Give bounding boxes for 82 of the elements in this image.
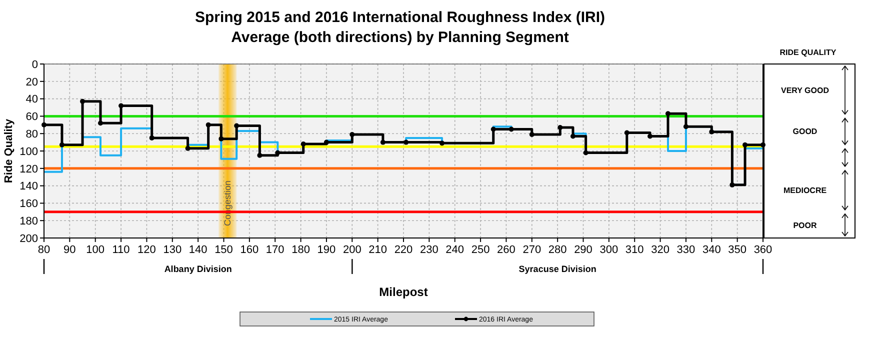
point [529, 132, 534, 137]
y-tick-label: 100 [20, 146, 38, 158]
point [118, 103, 124, 108]
point [440, 140, 445, 146]
x-tick-label: 270 [522, 244, 542, 256]
point [234, 123, 240, 128]
x-tick-label: 110 [112, 244, 130, 256]
x-tick-label: 170 [266, 244, 284, 256]
point [570, 134, 576, 139]
point [648, 134, 653, 139]
x-tick-label: 80 [38, 244, 50, 256]
point [404, 140, 409, 145]
x-tick-label: 90 [64, 244, 76, 256]
text: GOOD [792, 127, 818, 136]
point [508, 126, 514, 132]
x-tick-label: 330 [676, 244, 696, 256]
point [490, 126, 496, 132]
point [149, 135, 154, 140]
x-tick-label: 310 [625, 244, 644, 256]
x-tick-label: 140 [188, 244, 208, 256]
y-tick-label: 120 [20, 163, 38, 176]
point [380, 140, 386, 145]
point [558, 125, 563, 130]
x-tick-label: 300 [600, 244, 618, 256]
y-tick-label: 180 [20, 215, 38, 228]
x-tick-label: 240 [446, 244, 464, 256]
y-tick-label: 20 [26, 76, 38, 88]
chart-subtitle: Average (both directions) by Planning Segment [231, 29, 569, 46]
point [206, 122, 211, 128]
y-tick-label: 40 [26, 94, 38, 106]
text: Syracuse Division [518, 264, 596, 274]
point [742, 142, 748, 148]
x-tick-label: 160 [240, 244, 259, 256]
x-tick-label: 180 [292, 244, 310, 256]
x-tick-label: 190 [317, 244, 336, 256]
band-label: Congestion [222, 180, 233, 226]
point [665, 111, 670, 116]
point [583, 150, 588, 156]
point [257, 152, 262, 158]
x-tick-label: 150 [214, 244, 233, 256]
y-tick-label: 80 [26, 128, 38, 140]
text: POOR [793, 220, 817, 230]
x-tick-label: 120 [138, 244, 156, 256]
text: RIDE QUALITY [780, 48, 837, 57]
point [624, 130, 630, 136]
point [80, 98, 86, 104]
chart-title: Spring 2015 and 2016 International Roughness Index (IRI) [194, 9, 606, 26]
x-tick-label: 200 [342, 244, 362, 256]
point [218, 136, 224, 142]
x-axis-title: Milepost [379, 285, 428, 299]
point [300, 142, 306, 147]
point [324, 140, 329, 145]
text: VERY GOOD [780, 86, 830, 95]
text: MEDIOCRE [783, 186, 828, 195]
text: Albany Division [164, 264, 232, 274]
x-tick-label: 130 [163, 244, 182, 256]
point [98, 120, 103, 126]
x-tick-label: 230 [420, 244, 438, 256]
x-tick-label: 320 [651, 244, 670, 256]
x-tick-label: 290 [574, 244, 592, 256]
x-tick-label: 360 [754, 244, 772, 256]
point [709, 129, 714, 134]
x-tick-label: 260 [497, 244, 516, 256]
point [185, 146, 190, 151]
x-tick-label: 280 [548, 244, 567, 256]
point [683, 124, 688, 130]
point [730, 182, 735, 188]
x-tick-label: 210 [368, 244, 387, 256]
x-tick-label: 250 [471, 244, 490, 256]
y-axis-title: Ride Quality [3, 118, 15, 184]
x-tick-label: 340 [702, 244, 721, 256]
y-tick-label: 60 [26, 111, 38, 124]
point [350, 132, 355, 137]
x-tick-label: 100 [86, 244, 105, 256]
x-tick-label: 350 [728, 244, 746, 256]
y-tick-label: 140 [20, 180, 38, 193]
x-tick-label: 220 [394, 244, 413, 256]
y-tick-label: 160 [20, 198, 38, 210]
point [59, 142, 64, 148]
point [275, 150, 280, 156]
y-tick-label: 0 [32, 58, 38, 71]
y-tick-label: 200 [20, 232, 38, 245]
